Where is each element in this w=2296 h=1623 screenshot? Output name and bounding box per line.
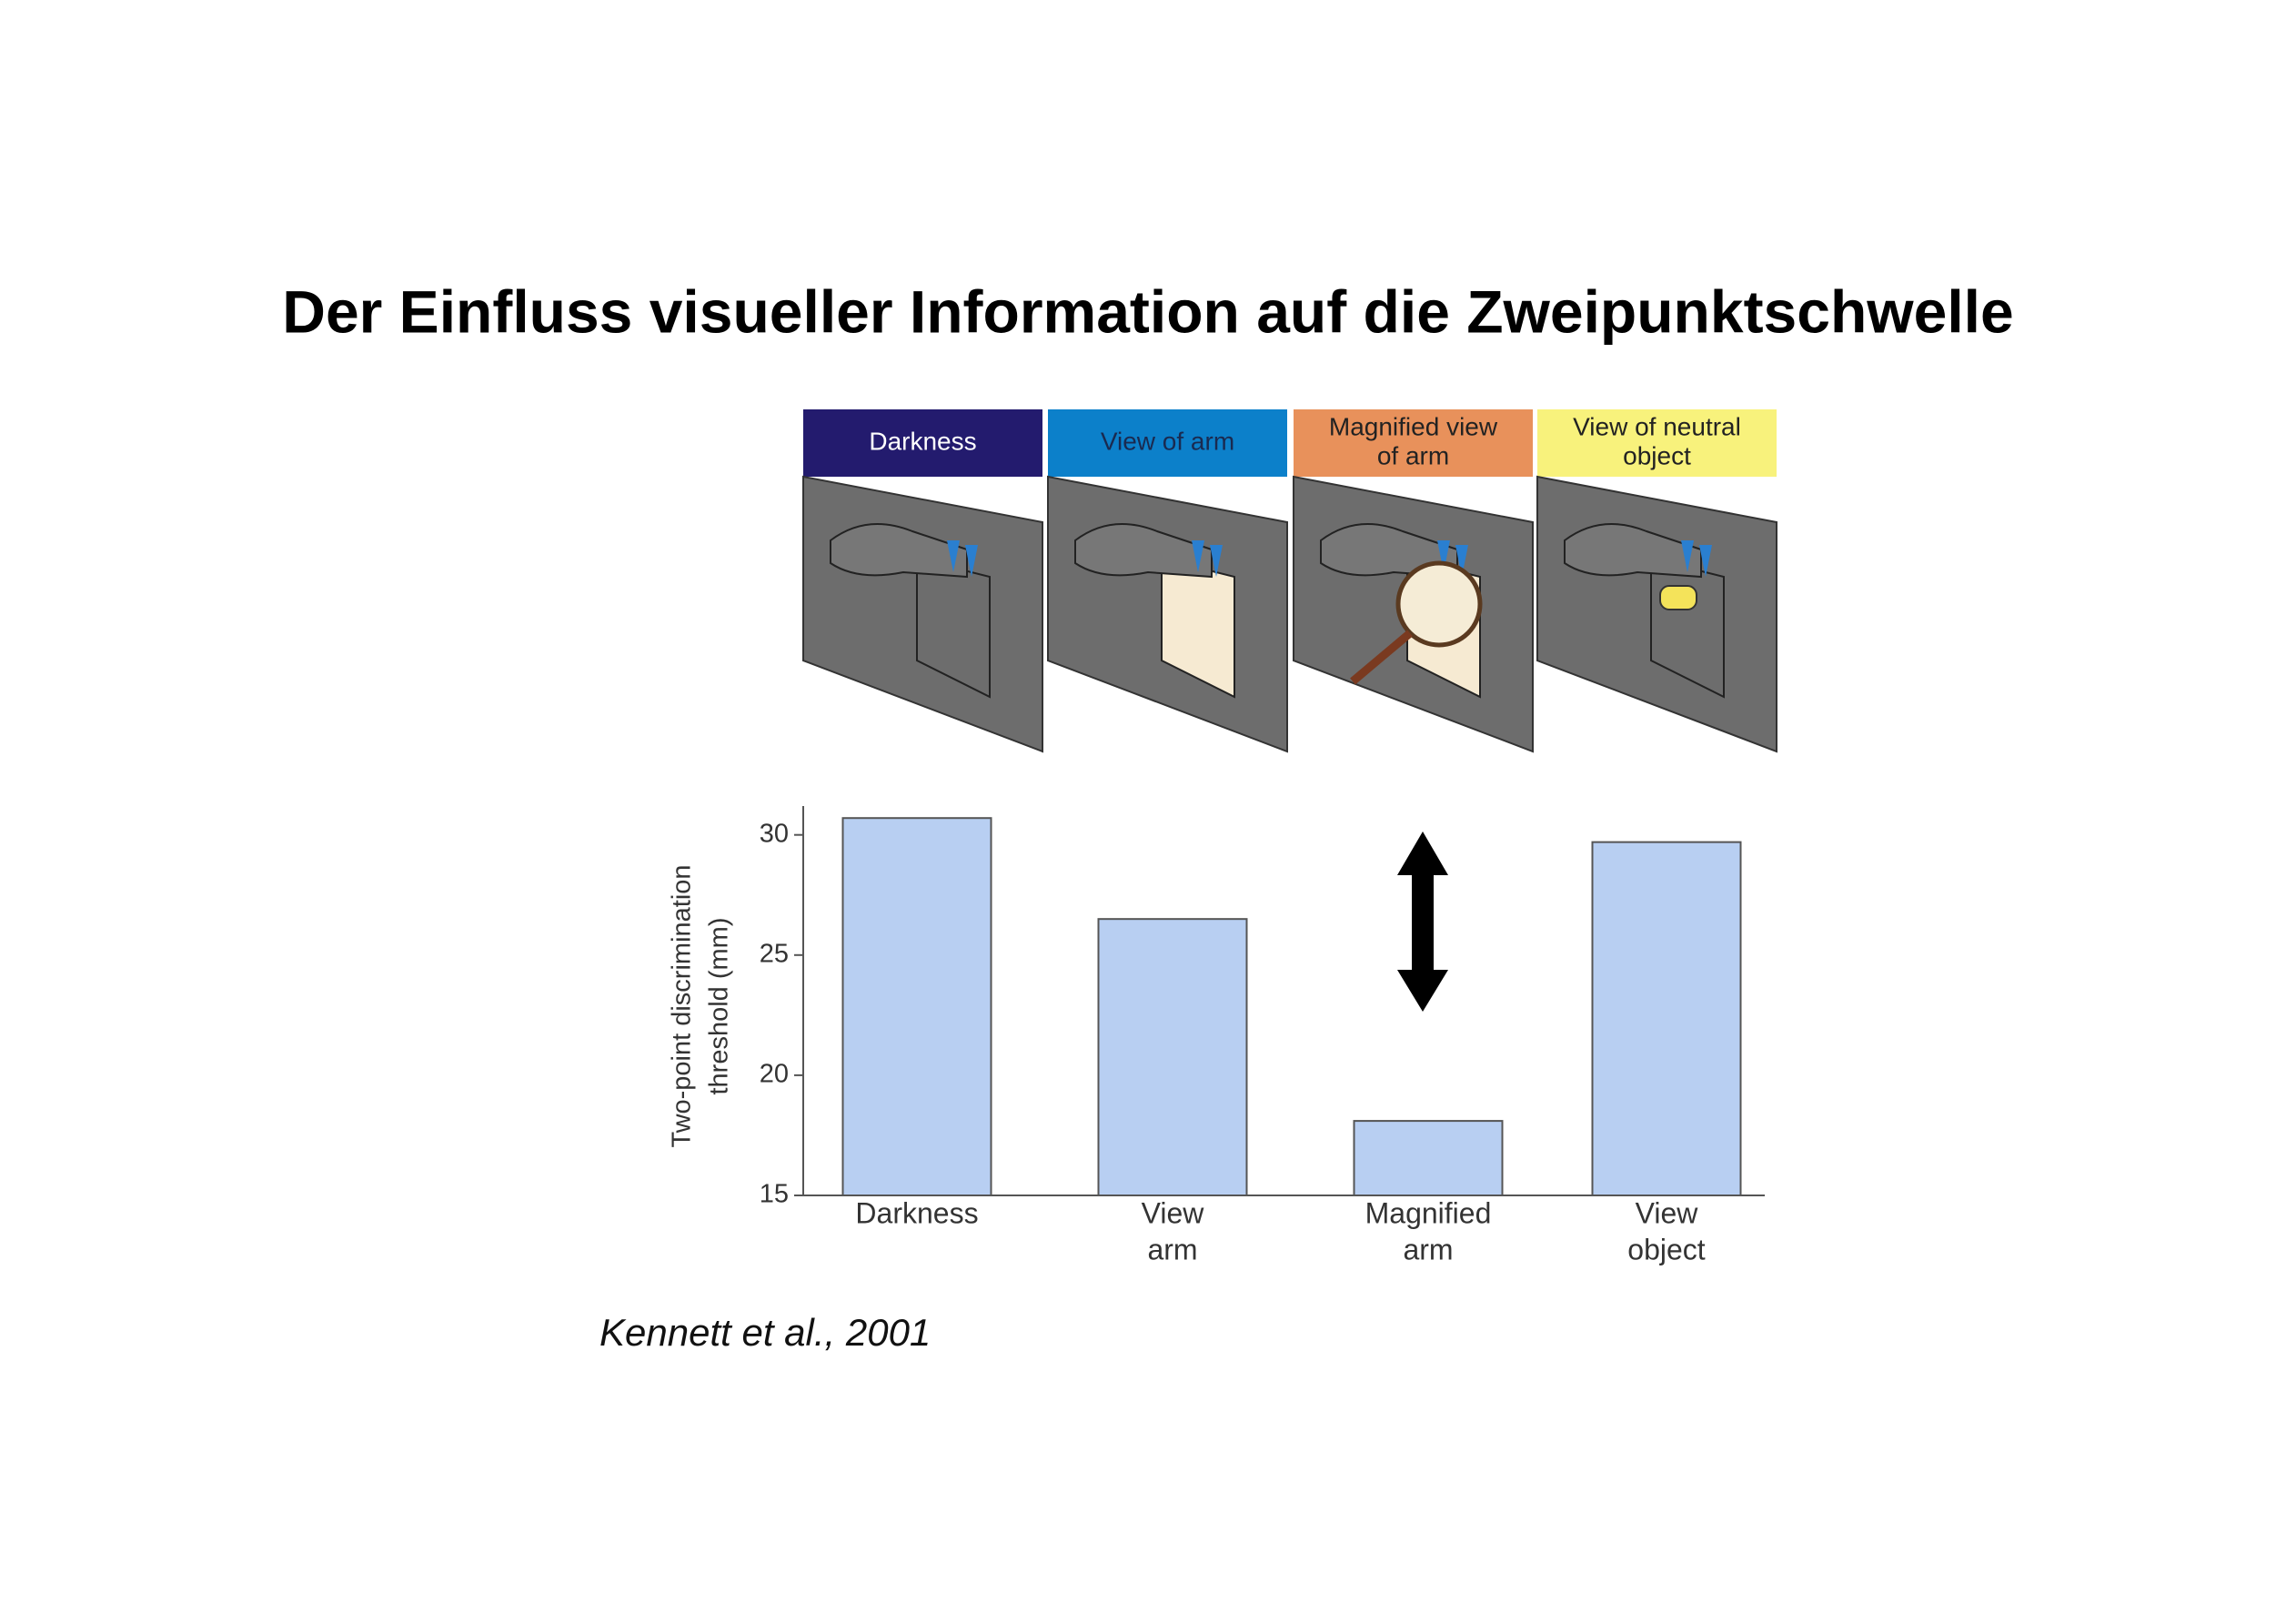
y-tick-label: 20 [760, 1060, 789, 1089]
bar [841, 817, 992, 1197]
panel-probe [965, 545, 978, 577]
x-tick-label: arm [1403, 1233, 1453, 1265]
panel-header [803, 409, 1042, 477]
panel-label: object [1623, 441, 1691, 469]
panel-probe [1437, 540, 1450, 572]
panel-probe [1681, 540, 1694, 572]
panel-hand [830, 523, 968, 579]
x-tick-label: Magnified [1365, 1196, 1492, 1229]
x-tick-label: Darkness [855, 1196, 978, 1229]
y-tick-label: 15 [760, 1180, 789, 1209]
x-tick-label: View [1142, 1196, 1205, 1229]
y-tick-label: 25 [760, 939, 789, 968]
bar [1353, 1120, 1504, 1196]
panel-hand [1074, 523, 1213, 579]
x-tick-label: object [1627, 1233, 1706, 1265]
panel-label: View of neutral [1573, 412, 1741, 440]
panel-label: View of arm [1101, 427, 1234, 455]
panel-label: Darkness [869, 427, 976, 455]
citation: Kennett et al., 2001 [599, 1311, 931, 1354]
magnifier-handle [1350, 630, 1413, 685]
magnifier [1395, 560, 1483, 648]
panel-probe [1455, 545, 1468, 577]
panel-probe [1192, 540, 1204, 572]
panel-probe [1210, 545, 1223, 577]
panel-label: Magnified view [1329, 412, 1498, 440]
chart: 15 20 25 30 Two-point discrimination threshol… [668, 806, 1765, 1265]
y-tick-label: 30 [760, 819, 789, 848]
panel-header [1048, 409, 1287, 477]
panel-header [1294, 409, 1533, 477]
panel-probe [947, 540, 960, 572]
panel-header [1537, 409, 1777, 477]
x-tick-label: View [1636, 1196, 1699, 1229]
x-tick-label: arm [1147, 1233, 1197, 1265]
panel-probe [1699, 545, 1712, 577]
y-axis-label: Two-point discrimination [668, 864, 697, 1147]
neutral-object [1659, 585, 1697, 610]
slide-title: Der Einfluss visueller Information auf d… [282, 277, 2013, 345]
double-arrow [1397, 832, 1448, 1012]
bar [1097, 918, 1248, 1196]
y-axis-label: threshold (mm) [705, 918, 734, 1095]
panel-hand [1564, 523, 1702, 579]
bar [1591, 841, 1742, 1196]
panel-label: of arm [1377, 441, 1449, 469]
